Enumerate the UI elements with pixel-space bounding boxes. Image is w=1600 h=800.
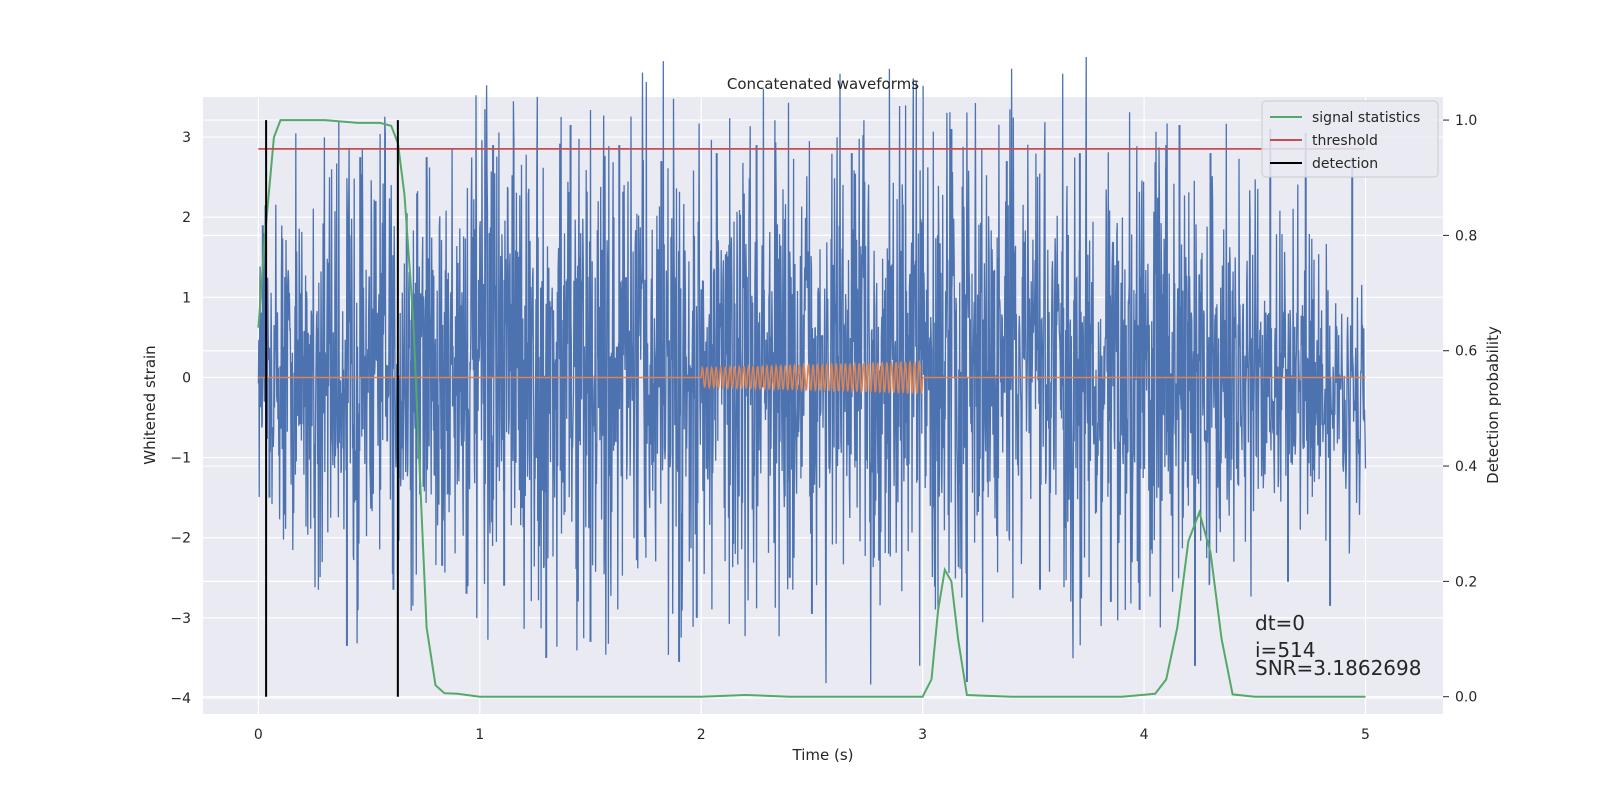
y2-tick-label: 0.2: [1455, 574, 1477, 590]
y-axis-label: Whitened strain: [141, 345, 159, 464]
series-signal-statistics-line: [257, 119, 1366, 698]
x-tick-label: 2: [697, 727, 706, 743]
y2-tick-label: 0.0: [1455, 690, 1477, 706]
y2-tick-label: 1.0: [1455, 113, 1477, 129]
y-tick-label: 2: [182, 210, 191, 226]
axes-labels: 0 1 2 3 4 5 3 2 1 0 −1 −2 −3 −4 1.0 0.8 0.6 0.4 0.2 0.0: [170, 113, 1477, 743]
x-tick-label: 3: [918, 727, 927, 743]
legend-box: [1261, 100, 1439, 178]
y-tick-label: −3: [170, 611, 191, 627]
series-chirp-line: [258, 359, 1366, 395]
y-tick-label: −4: [170, 691, 191, 707]
legend-label: signal statistics: [1312, 110, 1420, 126]
y2-axis-label: Detection probability: [1484, 326, 1502, 484]
x-tick-label: 0: [254, 727, 263, 743]
y-tick-label: 1: [182, 290, 191, 306]
y-tick-label: 3: [182, 130, 191, 146]
legend-label: detection: [1312, 156, 1378, 172]
x-tick-label: 5: [1361, 727, 1370, 743]
y-tick-label: −2: [170, 531, 191, 547]
y2-tick-label: 0.6: [1455, 344, 1477, 360]
annotation-i: i=514: [1255, 638, 1316, 662]
y2-tick-label: 0.4: [1455, 459, 1477, 475]
y-tick-label: −1: [170, 451, 191, 467]
x-tick-label: 4: [1140, 727, 1149, 743]
x-axis-label: Time (s): [792, 746, 854, 764]
x-tick-label: 1: [475, 727, 484, 743]
chart-title: Concatenated waveforms: [727, 75, 919, 93]
y2-tick-label: 0.8: [1455, 228, 1477, 244]
annotation-snr: SNR=3.1862698: [1255, 656, 1421, 680]
legend-label: threshold: [1312, 133, 1378, 149]
annotation-block: dt=0 i=514 SNR=3.1862698: [1255, 611, 1421, 680]
legend: signal statistics threshold detection: [1261, 100, 1439, 178]
annotation-dt: dt=0: [1255, 611, 1305, 635]
y-tick-label: 0: [182, 370, 191, 386]
plot-area: [257, 56, 1367, 698]
